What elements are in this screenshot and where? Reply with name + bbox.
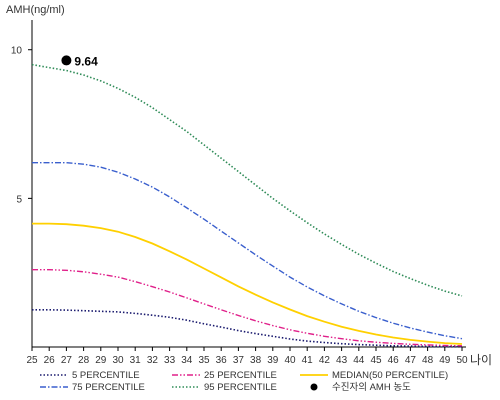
x-tick-label: 30: [112, 355, 124, 366]
x-tick-label: 33: [164, 355, 176, 366]
x-tick-label: 35: [198, 355, 210, 366]
legend-label: 25 PERCENTILE: [204, 370, 277, 381]
y-axis-label: AMH(ng/ml): [6, 4, 65, 16]
series-line-3: [32, 162, 463, 340]
x-tick-label: 26: [44, 355, 56, 366]
series-line-2: [32, 269, 463, 347]
x-tick-label: 42: [319, 355, 331, 366]
x-tick-label: 29: [95, 355, 107, 366]
series-line-5: [32, 222, 463, 345]
x-tick-label: 47: [405, 355, 417, 366]
legend-label: 5 PERCENTILE: [72, 370, 140, 381]
legend-label: MEDIAN(50 PERCENTILE): [332, 370, 448, 381]
x-tick-label: 48: [422, 355, 434, 366]
marker-dot: [61, 55, 72, 66]
patient-marker: 9.64: [61, 54, 98, 68]
x-tick-label: 40: [284, 355, 296, 366]
x-tick-label: 36: [216, 355, 228, 366]
x-tick-label: 28: [78, 355, 90, 366]
marker-value-label: 9.64: [74, 54, 98, 68]
x-tick-label: 38: [250, 355, 262, 366]
x-tick-label: 46: [388, 355, 400, 366]
x-tick-label: 31: [130, 355, 142, 366]
x-tick-label: 32: [147, 355, 159, 366]
x-tick-label: 45: [370, 355, 382, 366]
x-tick-label: 34: [181, 355, 193, 366]
x-tick-label: 27: [61, 355, 73, 366]
legend-marker-swatch: [310, 383, 318, 391]
series-lines: [31, 63, 463, 348]
x-tick-label: 37: [233, 355, 245, 366]
y-tick-label: 5: [16, 194, 22, 205]
x-tick-label: 39: [267, 355, 279, 366]
legend-label: 95 PERCENTILE: [204, 382, 277, 393]
series-line-1: [32, 309, 462, 348]
y-tick-label: 10: [11, 46, 23, 57]
x-tick-label: 49: [439, 355, 451, 366]
x-tick-label: 41: [302, 355, 314, 366]
x-tick-label: 50: [456, 355, 468, 366]
legend-label: 수진자의 AMH 농도: [332, 382, 411, 393]
legend-label: 75 PERCENTILE: [72, 382, 145, 393]
x-tick-label: 44: [353, 355, 365, 366]
x-tick-label: 25: [26, 355, 38, 366]
x-axis-label: 나이: [470, 353, 492, 367]
tick-labels: 25 26 27 28 29 30 31 32 33 34 35 36 37 38 39 40 41 42 43 44…: [11, 46, 468, 366]
series-line-4: [31, 63, 463, 297]
x-tick-label: 43: [336, 355, 348, 366]
